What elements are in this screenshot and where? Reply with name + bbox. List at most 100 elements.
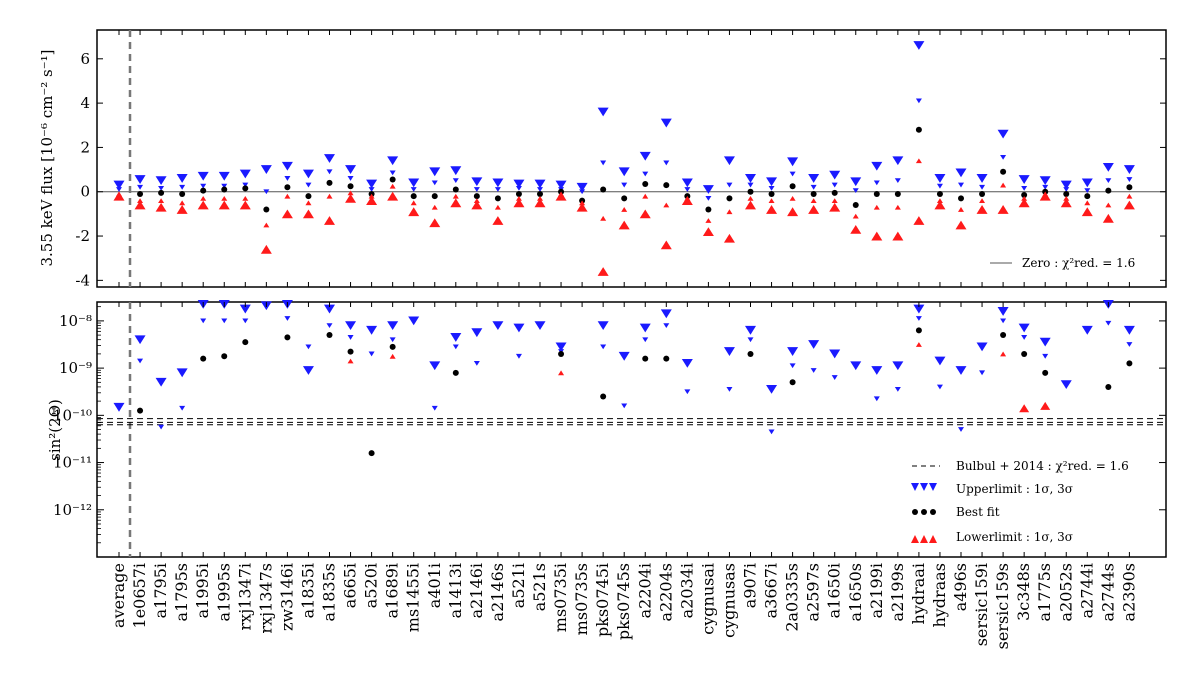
lower-limit-3sigma-marker [808, 205, 820, 214]
category-label: sersic159i [972, 563, 991, 646]
lower-limit-3sigma-marker [429, 218, 441, 228]
lower-limit-1sigma-marker [852, 213, 859, 219]
upper-limit-3sigma-marker [197, 171, 209, 181]
upper-limit-3sigma-marker [702, 185, 714, 194]
upper-limit-1sigma-marker [936, 183, 943, 189]
upper-limit-1sigma-marker [936, 384, 943, 390]
lower-limit-1sigma-marker [347, 358, 354, 364]
upper-limit-1sigma-marker [242, 318, 249, 324]
category-label: a496s [951, 563, 970, 611]
category-label: a1995i [193, 563, 212, 618]
lower-limit-3sigma-marker [176, 205, 188, 214]
best-fit-marker [263, 206, 270, 213]
lower-limit-3sigma-marker [913, 216, 925, 225]
lower-limit-3sigma-marker [1102, 213, 1114, 223]
upper-limit-3sigma-marker [850, 361, 862, 371]
best-fit-marker [137, 407, 144, 414]
upper-limit-3sigma-marker [513, 179, 525, 189]
upper-limit-3sigma-marker [745, 325, 756, 335]
lower-limit-1sigma-marker [368, 193, 375, 199]
upper-limit-1sigma-marker [684, 187, 691, 192]
upper-limit-1sigma-marker [116, 187, 122, 192]
lower-limit-3sigma-marker [723, 233, 735, 243]
best-fit-marker [979, 190, 986, 197]
upper-limit-3sigma-marker [1102, 162, 1114, 172]
lower-limit-3sigma-marker [829, 202, 841, 212]
best-fit-marker [515, 190, 522, 197]
upper-limit-1sigma-marker [894, 386, 901, 392]
category-label: a2597s [804, 563, 823, 621]
lower-limit-1sigma-marker [221, 195, 228, 201]
upper-limit-1sigma-marker [915, 98, 922, 104]
upper-limit-3sigma-marker [934, 356, 946, 366]
lower-limit-3sigma-marker [345, 193, 357, 203]
upper-limit-3sigma-marker [576, 182, 588, 192]
upper-limit-1sigma-marker [305, 182, 312, 188]
upper-limit-3sigma-marker [1018, 323, 1030, 333]
upper-limit-3sigma-marker [513, 323, 525, 333]
category-label: a665i [341, 563, 360, 608]
lower-limit-3sigma-marker [113, 191, 125, 201]
category-label: a2204s [656, 563, 675, 621]
upper-limit-3sigma-marker [408, 316, 420, 326]
lower-limit-1sigma-marker [747, 195, 754, 201]
lower-limit-1sigma-marker [473, 198, 480, 203]
upper-limit-3sigma-marker [955, 366, 967, 375]
upper-limit-3sigma-marker [113, 180, 125, 190]
upper-limit-3sigma-marker [281, 161, 293, 171]
upper-limit-3sigma-marker [555, 342, 567, 352]
category-label: a2146i [467, 563, 486, 618]
upper-limit-1sigma-marker [158, 424, 165, 430]
bottom-y-tick-label: 10⁻¹¹ [53, 454, 92, 472]
lower-limit-3sigma-marker [1123, 200, 1135, 210]
best-fit-marker [831, 189, 838, 196]
upper-limit-3sigma-marker [387, 156, 399, 166]
upper-limit-1sigma-marker [663, 323, 670, 329]
upper-limit-3sigma-marker [366, 179, 378, 189]
lower-limit-3sigma-marker [366, 196, 378, 205]
best-fit-marker [284, 184, 291, 191]
upper-limit-3sigma-marker [597, 107, 609, 117]
upper-limit-3sigma-marker [155, 377, 167, 387]
upper-limit-1sigma-marker [431, 180, 438, 186]
upper-limit-1sigma-marker [810, 184, 817, 190]
best-fit-marker [936, 190, 943, 197]
top-y-tick-label: 0 [80, 183, 90, 201]
lower-limit-3sigma-marker [408, 207, 420, 217]
upper-limit-1sigma-marker [1021, 335, 1028, 340]
upper-limit-3sigma-marker [829, 349, 841, 359]
upper-limit-3sigma-marker [808, 340, 820, 349]
top-y-tick-label: 6 [80, 50, 90, 68]
lower-limit-1sigma-marker [1105, 202, 1112, 208]
lower-limit-1sigma-marker [410, 200, 417, 206]
upper-limit-3sigma-marker [218, 171, 230, 181]
upper-limit-3sigma-marker [408, 178, 420, 188]
lower-limit-3sigma-marker [534, 198, 546, 208]
category-label: a1413i [446, 563, 465, 618]
lower-limit-1sigma-marker [305, 200, 312, 206]
lower-limit-3sigma-marker [997, 205, 1009, 214]
category-label: a907i [741, 563, 760, 608]
upper-limit-3sigma-marker [892, 361, 904, 371]
upper-limit-1sigma-marker [1084, 188, 1091, 194]
best-fit-marker [1000, 168, 1007, 175]
top-y-tick-label: -4 [75, 271, 90, 289]
lower-limit-3sigma-marker [681, 196, 693, 205]
upper-limit-3sigma-marker [134, 175, 146, 184]
top-y-tick-label: 4 [80, 94, 90, 112]
upper-limit-1sigma-marker [600, 160, 607, 166]
upper-limit-1sigma-marker [137, 358, 144, 364]
best-fit-marker [221, 353, 228, 360]
upper-limit-3sigma-marker [1018, 175, 1030, 184]
upper-limit-3sigma-marker [366, 325, 378, 335]
upper-limit-1sigma-marker [158, 186, 165, 191]
best-fit-marker [958, 195, 964, 202]
upper-limit-3sigma-marker [913, 304, 925, 314]
upper-limit-3sigma-marker [976, 174, 988, 183]
upper-limit-3sigma-marker [471, 177, 483, 187]
upper-limit-3sigma-marker [871, 366, 883, 375]
lower-limit-1sigma-marker [389, 353, 396, 359]
lower-limit-3sigma-marker [955, 220, 967, 230]
best-fit-marker [915, 327, 922, 334]
